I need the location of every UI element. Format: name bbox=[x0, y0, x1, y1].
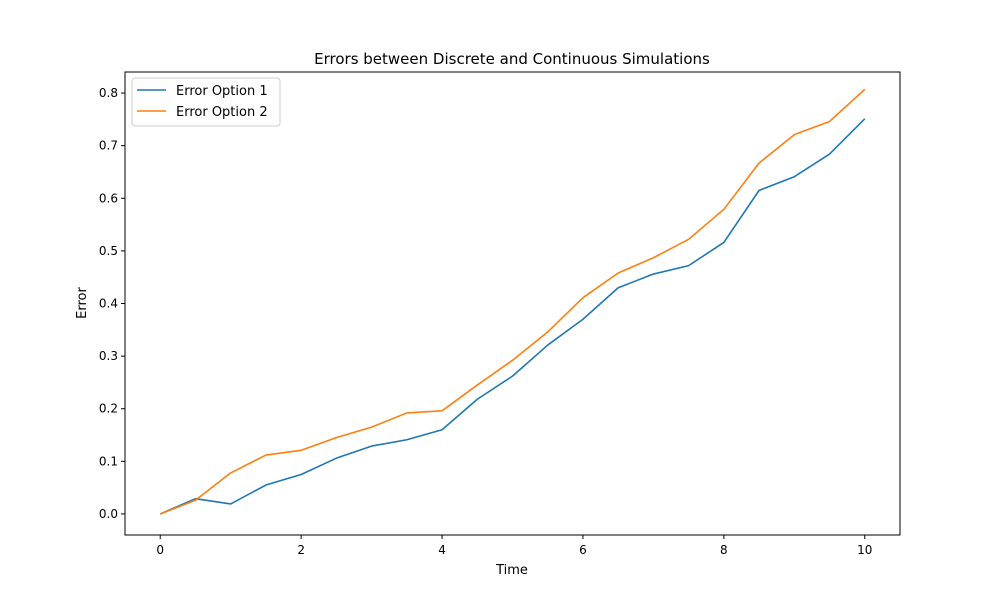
y-tick-label: 0.2 bbox=[99, 402, 118, 416]
y-tick-label: 0.3 bbox=[99, 349, 118, 363]
series-lines bbox=[159, 88, 866, 515]
x-tick-label: 0 bbox=[156, 543, 164, 557]
series-line bbox=[159, 88, 866, 515]
y-tick-label: 0.4 bbox=[99, 297, 118, 311]
y-tick-label: 0.6 bbox=[99, 191, 118, 205]
y-tick-label: 0.5 bbox=[99, 244, 118, 258]
x-tick-label: 10 bbox=[857, 543, 872, 557]
x-tick-label: 8 bbox=[720, 543, 728, 557]
x-tick-label: 2 bbox=[297, 543, 305, 557]
legend-items: Error Option 1 Error Option 2 bbox=[137, 84, 268, 120]
plot-area: 0 2 4 6 8 10 0.0 0.1 0.2 0.3 0.4 0.5 0.6 0.7 0.8 bbox=[99, 71, 901, 557]
chart-title: Errors between Discrete and Continuous S… bbox=[314, 50, 710, 68]
y-tick-label: 0.1 bbox=[99, 454, 118, 468]
y-tick-label: 0.8 bbox=[99, 86, 118, 100]
legend: Error Option 1 Error Option 2 bbox=[131, 77, 281, 127]
y-axis-label: Error bbox=[75, 287, 90, 319]
y-tick-label: 0.7 bbox=[99, 139, 118, 153]
x-axis-label: Time bbox=[495, 563, 528, 578]
series-line bbox=[159, 118, 866, 515]
x-tick-label: 4 bbox=[438, 543, 446, 557]
legend-box bbox=[131, 77, 281, 127]
y-axis-ticks: 0.0 0.1 0.2 0.3 0.4 0.5 0.6 0.7 0.8 bbox=[99, 86, 125, 521]
x-tick-label: 6 bbox=[579, 543, 587, 557]
y-tick-label: 0.0 bbox=[99, 507, 118, 521]
axes-frame bbox=[124, 71, 901, 536]
x-axis-ticks: 0 2 4 6 8 10 bbox=[156, 535, 872, 557]
legend-label: Error Option 2 bbox=[176, 105, 268, 120]
legend-label: Error Option 1 bbox=[176, 84, 268, 99]
